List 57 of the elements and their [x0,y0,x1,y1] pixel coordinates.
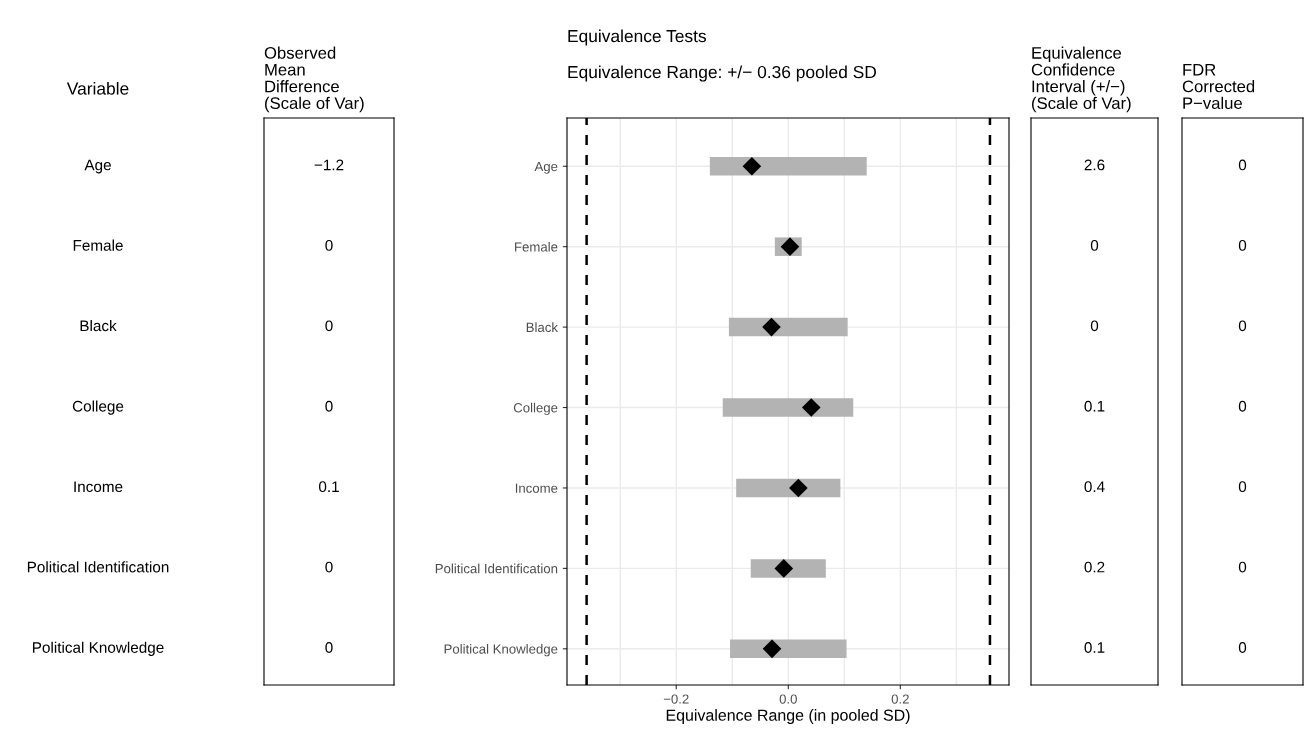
text: 0 [1238,320,1247,332]
chart-title: Equivalence Tests [568,29,706,46]
bar [722,398,854,417]
text: Variable [66,81,129,95]
point [789,478,808,498]
text: 0 [1090,320,1099,332]
text: 0.1 [318,481,339,493]
category-label: Age [84,159,111,174]
y-tick-label: Black [526,322,558,333]
text: 0 [1090,239,1099,251]
category-label: College [72,400,124,415]
text: FDR Corrected P−value [1182,63,1255,110]
text: 0 [325,320,333,332]
y-tick-label: Income [515,483,558,493]
text: 0 [325,561,333,573]
point [762,317,781,337]
text: −1.2 [314,159,344,171]
text: 2.6 [1084,159,1105,171]
x-tick-label: 0.0 [779,694,797,704]
x-tick-label: 0.2 [891,694,909,704]
text: 0.2 [1084,561,1105,573]
text: 0 [325,239,333,251]
category-label: Political Identification [27,561,169,573]
text: 0 [325,642,333,653]
point [780,237,800,256]
text: 0 [1238,642,1247,653]
x-tick-label: −0.2 [663,694,689,704]
y-tick-label: Age [534,161,558,174]
x-axis-title: Equivalence Range (in pooled SD) [666,709,910,724]
text: 0 [325,400,333,412]
bar [730,639,847,659]
text: 0 [1238,159,1247,171]
text: Observed Mean Difference (Scale of Var) [264,46,364,113]
text: Equivalence Confidence Interval (+/−) (Scale of Var) [1031,46,1131,113]
y-tick-label: College [513,402,558,416]
category-label: Income [74,481,123,493]
chart-subtitle: Equivalence Range: +/− 0.36 pooled SD [568,65,876,82]
category-label: Political Knowledge [33,641,164,656]
text: 0.1 [1084,400,1105,412]
bar [709,157,867,176]
text: 0 [1238,561,1247,573]
text: 0 [1238,239,1247,251]
point [801,398,821,417]
bar [728,317,848,337]
y-tick-label: Political Knowledge [444,644,558,657]
text: 0.4 [1084,481,1105,493]
point [774,559,794,578]
text: 0 [1238,400,1247,412]
category-label: Female [73,239,123,251]
y-tick-label: Political Identification [435,563,558,574]
category-label: Black [80,319,117,332]
point [742,156,762,176]
bar [736,478,841,498]
y-tick-label: Female [515,241,558,252]
text: 0 [1238,481,1247,493]
point [762,639,782,659]
text: 0.1 [1084,642,1105,653]
